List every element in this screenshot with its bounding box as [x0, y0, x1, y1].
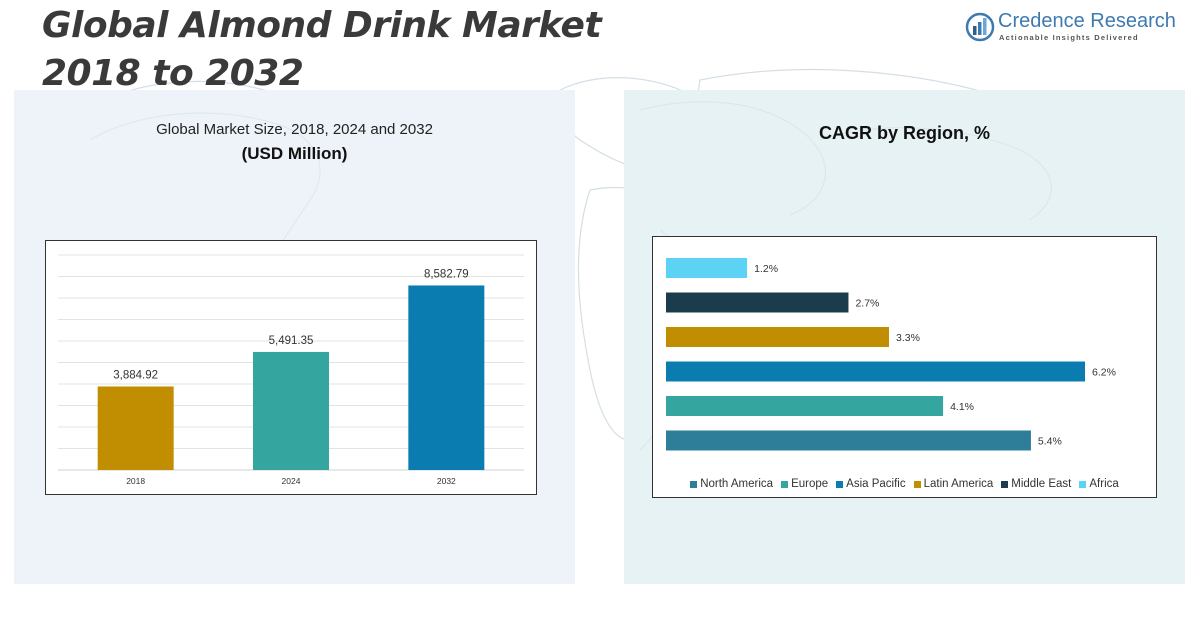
legend-swatch-europe [781, 480, 789, 488]
bar-value-label-asia-pacific: 6.2% [1092, 367, 1116, 379]
bar-2032 [408, 285, 485, 470]
legend-item-middle-east: Middle East [1001, 478, 1071, 490]
bar-value-label-middle-east: 2.7% [855, 298, 879, 310]
cagr-chart-legend: North America Europe Asia Pacific Latin Ame… [653, 478, 1156, 490]
cagr-chart-title: CAGR by Region, % [818, 123, 990, 143]
legend-label-asia-pacific: Asia Pacific [846, 478, 906, 490]
legend-swatch-asia-pacific [836, 480, 844, 488]
market-size-bar-chart: 3,884.92 2018 5,491.35 2024 8,582.79 2032 [58, 254, 524, 486]
cagr-bar-chart: 1.2% 2.7% 3.3% 6.2% 4.1% 5.4% [666, 258, 1116, 451]
credence-research-logo[interactable]: Credence Research Actionable Insights De… [965, 10, 1176, 44]
bar-north-america [666, 430, 1031, 451]
legend-swatch-north-america [690, 480, 698, 488]
bar-value-label-north-america: 5.4% [1038, 436, 1062, 448]
x-tick-label-2032: 2032 [437, 476, 456, 486]
bar-value-label-africa: 1.2% [754, 263, 778, 275]
market-size-chart-subtitle: (USD Million) [241, 144, 348, 163]
bar-value-label-2032: 8,582.79 [424, 268, 469, 280]
bar-asia-pacific [666, 361, 1085, 382]
bar-2024 [253, 351, 329, 470]
bar-latin-america [666, 327, 890, 347]
x-tick-label-2024: 2024 [282, 476, 301, 486]
legend-label-europe: Europe [791, 478, 829, 490]
bar-chart-logo-icon [965, 12, 995, 42]
cagr-chart: 1.2% 2.7% 3.3% 6.2% 4.1% 5.4% North America Eu… [652, 236, 1157, 498]
x-tick-label-2018: 2018 [126, 476, 145, 486]
bar-europe [666, 396, 944, 416]
page-title: Global Almond Drink Market 2018 to 2032 [42, 2, 602, 98]
page-title-line1: Global Almond Drink Market [42, 5, 602, 46]
legend-item-asia-pacific: Asia Pacific [836, 478, 906, 490]
legend-item-africa: Africa [1079, 478, 1119, 490]
page-title-line2: 2018 to 2032 [42, 53, 304, 94]
legend-label-north-america: North America [700, 478, 774, 490]
legend-item-latin-america: Latin America [913, 478, 994, 490]
legend-swatch-africa [1079, 480, 1087, 488]
market-size-chart: 3,884.92 2018 5,491.35 2024 8,582.79 2032 [45, 240, 537, 495]
bar-middle-east [666, 292, 849, 313]
legend-label-latin-america: Latin America [923, 478, 994, 490]
bar-value-label-2024: 5,491.35 [269, 335, 314, 347]
legend-swatch-latin-america [913, 480, 921, 488]
legend-item-north-america: North America [690, 478, 773, 490]
bar-value-label-2018: 3,884.92 [113, 369, 158, 381]
bar-africa [666, 258, 748, 278]
logo-name: Credence Research [998, 10, 1176, 32]
bar-value-label-latin-america: 3.3% [896, 332, 920, 344]
bar-2018 [97, 386, 174, 470]
legend-item-europe: Europe [781, 478, 828, 490]
market-size-chart-title: Global Market Size, 2018, 2024 and 2032 [156, 121, 433, 138]
bar-value-label-europe: 4.1% [950, 401, 974, 413]
legend-swatch-middle-east [1001, 480, 1009, 488]
logo-tagline: Actionable Insights Delivered [999, 33, 1139, 42]
legend-label-africa: Africa [1089, 478, 1119, 490]
legend-label-middle-east: Middle East [1011, 478, 1072, 490]
